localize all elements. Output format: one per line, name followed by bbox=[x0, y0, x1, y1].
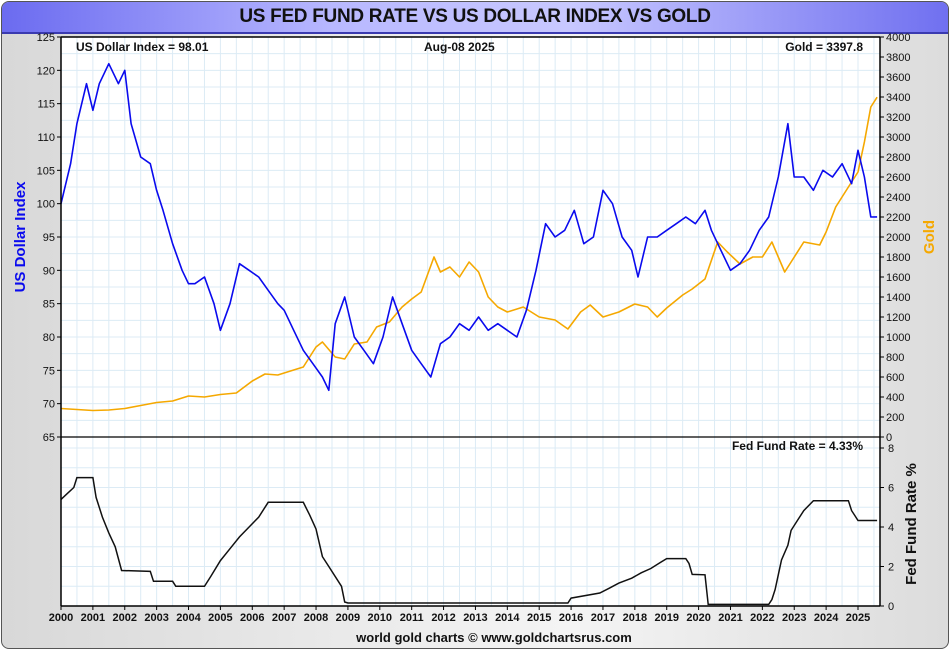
left-axis-label: US Dollar Index bbox=[12, 181, 29, 293]
right-tick-label: 3200 bbox=[886, 112, 910, 124]
fed-readout: Fed Fund Rate = 4.33% bbox=[732, 439, 863, 453]
left-tick-label: 65 bbox=[43, 432, 55, 444]
left-tick-label: 85 bbox=[43, 299, 55, 311]
right-tick-label: 200 bbox=[886, 412, 904, 424]
x-tick-label: 2017 bbox=[591, 612, 615, 624]
right-tick-label: 2400 bbox=[886, 192, 910, 204]
right-tick-label: 1000 bbox=[886, 332, 910, 344]
right-axis-label: Gold bbox=[921, 220, 938, 254]
right-tick-label: 400 bbox=[886, 392, 904, 404]
right-tick-label: 1600 bbox=[886, 272, 910, 284]
left-tick-label: 115 bbox=[37, 99, 55, 111]
left-tick-label: 70 bbox=[43, 399, 55, 411]
right-tick-label: 1800 bbox=[886, 252, 910, 264]
right-tick-label: 0 bbox=[886, 432, 892, 444]
x-tick-label: 2019 bbox=[654, 612, 678, 624]
x-tick-label: 2008 bbox=[304, 612, 328, 624]
fed-tick-label: 6 bbox=[888, 483, 894, 495]
x-tick-label: 2005 bbox=[208, 612, 232, 624]
left-tick-label: 90 bbox=[43, 265, 55, 277]
x-tick-label: 2022 bbox=[750, 612, 774, 624]
series-lines bbox=[60, 62, 878, 606]
x-tick-label: 2016 bbox=[559, 612, 583, 624]
left-tick-label: 110 bbox=[37, 132, 55, 144]
x-tick-label: 2018 bbox=[623, 612, 647, 624]
left-tick-label: 75 bbox=[43, 365, 55, 377]
fed-tick-label: 8 bbox=[888, 443, 894, 455]
fed-axis-label: Fed Fund Rate % bbox=[903, 463, 920, 585]
left-tick-label: 80 bbox=[43, 332, 55, 344]
title-bar bbox=[2, 2, 948, 34]
right-tick-label: 1400 bbox=[886, 292, 910, 304]
right-tick-label: 4000 bbox=[886, 32, 910, 44]
x-tick-label: 2023 bbox=[782, 612, 806, 624]
left-tick-label: 120 bbox=[37, 65, 55, 77]
gold-readout: Gold = 3397.8 bbox=[785, 40, 863, 54]
x-tick-label: 2011 bbox=[400, 612, 424, 624]
x-tick-label: 2020 bbox=[686, 612, 710, 624]
axes bbox=[57, 36, 884, 610]
x-tick-label: 2024 bbox=[814, 612, 839, 624]
x-tick-label: 2007 bbox=[272, 612, 296, 624]
x-tick-label: 2003 bbox=[144, 612, 168, 624]
x-tick-label: 2014 bbox=[495, 612, 520, 624]
x-tick-label: 2013 bbox=[463, 612, 487, 624]
date-label: Aug-08 2025 bbox=[424, 40, 495, 54]
right-tick-label: 800 bbox=[886, 352, 904, 364]
dollar-series-line bbox=[60, 62, 878, 392]
x-tick-label: 2012 bbox=[431, 612, 455, 624]
footer-credit: world gold charts © www.goldchartsrus.co… bbox=[355, 630, 632, 645]
fed-tick-label: 4 bbox=[888, 522, 894, 534]
right-tick-label: 3600 bbox=[886, 72, 910, 84]
x-tick-label: 2021 bbox=[718, 612, 742, 624]
x-tick-label: 2002 bbox=[113, 612, 137, 624]
fed-tick-label: 2 bbox=[888, 562, 894, 574]
right-tick-label: 3000 bbox=[886, 132, 910, 144]
left-tick-label: 125 bbox=[37, 32, 55, 44]
left-tick-label: 105 bbox=[37, 165, 55, 177]
right-tick-label: 2200 bbox=[886, 212, 910, 224]
x-tick-label: 2015 bbox=[527, 612, 551, 624]
right-tick-label: 600 bbox=[886, 372, 904, 384]
right-tick-label: 3400 bbox=[886, 92, 910, 104]
x-tick-label: 2000 bbox=[49, 612, 73, 624]
fed-tick-label: 0 bbox=[888, 601, 894, 613]
plot-background bbox=[61, 37, 880, 606]
dollar-readout: US Dollar Index = 98.01 bbox=[76, 40, 209, 54]
x-tick-label: 2009 bbox=[336, 612, 360, 624]
fed-rate-series-line bbox=[60, 476, 878, 606]
right-tick-label: 1200 bbox=[886, 312, 910, 324]
tick-labels: 6570758085909510010511011512012502004006… bbox=[37, 32, 911, 624]
left-tick-label: 100 bbox=[37, 199, 55, 211]
right-tick-label: 2600 bbox=[886, 172, 910, 184]
gold-series-line bbox=[60, 96, 878, 412]
x-tick-label: 2006 bbox=[240, 612, 264, 624]
x-tick-label: 2025 bbox=[846, 612, 870, 624]
right-tick-label: 3800 bbox=[886, 52, 910, 64]
right-tick-label: 2800 bbox=[886, 152, 910, 164]
x-tick-label: 2001 bbox=[81, 612, 105, 624]
right-tick-label: 2000 bbox=[886, 232, 910, 244]
x-tick-label: 2004 bbox=[176, 612, 201, 624]
left-tick-label: 95 bbox=[43, 232, 55, 244]
chart-title: US FED FUND RATE VS US DOLLAR INDEX VS G… bbox=[239, 6, 711, 27]
x-tick-label: 2010 bbox=[368, 612, 392, 624]
